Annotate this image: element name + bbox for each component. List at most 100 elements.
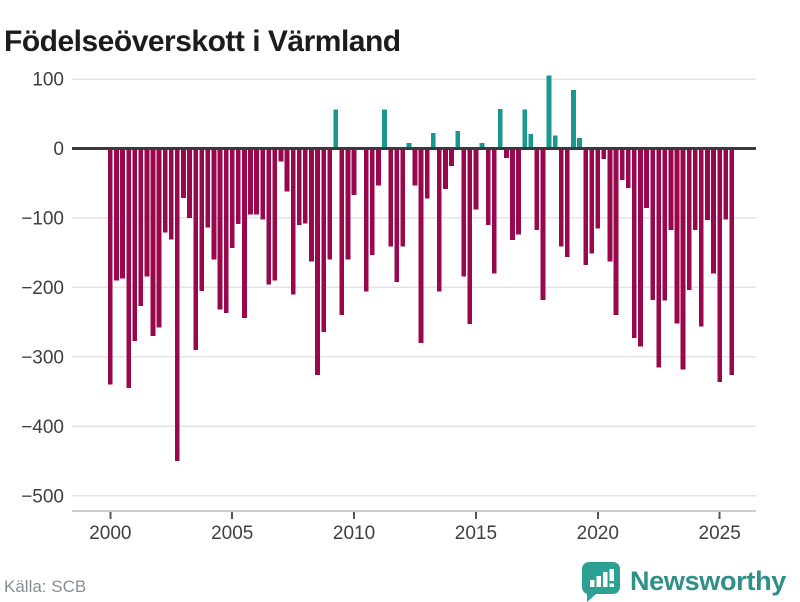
bar-2016Q3 bbox=[510, 148, 515, 241]
bar-2021Q2 bbox=[625, 148, 631, 189]
bar-2024Q3 bbox=[705, 148, 710, 221]
bar-2019Q4 bbox=[589, 148, 595, 254]
newsworthy-logo[interactable]: Newsworthy bbox=[581, 560, 786, 602]
bar-2001Q4 bbox=[150, 148, 156, 337]
bar-2000Q2 bbox=[114, 148, 119, 281]
bar-2004Q1 bbox=[205, 148, 211, 228]
bar-2003Q4 bbox=[199, 148, 205, 291]
bar-2008Q3 bbox=[315, 148, 320, 375]
bar-2008Q4 bbox=[321, 148, 326, 332]
bar-2015Q4 bbox=[491, 148, 497, 274]
bar-2014Q4 bbox=[467, 148, 473, 325]
x-axis-label: 2020 bbox=[577, 523, 619, 544]
bar-2018Q2 bbox=[552, 135, 558, 149]
bar-2012Q4 bbox=[418, 148, 424, 343]
bar-2016Q2 bbox=[504, 148, 509, 159]
bar-2005Q2 bbox=[235, 148, 241, 225]
bar-2015Q1 bbox=[473, 148, 479, 210]
bar-2017Q4 bbox=[540, 148, 546, 300]
bar-2017Q3 bbox=[534, 148, 540, 230]
bar-2011Q2 bbox=[382, 109, 387, 149]
bar-2019Q2 bbox=[577, 138, 582, 149]
bar-2003Q3 bbox=[193, 148, 198, 350]
bar-2002Q3 bbox=[168, 148, 174, 240]
bar-2003Q1 bbox=[181, 148, 186, 198]
bar-2023Q1 bbox=[668, 148, 674, 230]
y-axis-label: 100 bbox=[32, 70, 64, 91]
y-axis-label: −200 bbox=[21, 278, 64, 299]
bar-2025Q1 bbox=[717, 148, 722, 382]
y-axis-label: −100 bbox=[21, 209, 64, 230]
bar-2005Q4 bbox=[248, 148, 253, 215]
bar-2012Q2 bbox=[406, 142, 412, 149]
bar-2020Q3 bbox=[607, 148, 613, 262]
y-axis-label: −500 bbox=[21, 486, 64, 507]
bar-2009Q1 bbox=[327, 148, 333, 260]
bar-2021Q3 bbox=[632, 148, 637, 339]
bar-2014Q1 bbox=[449, 148, 454, 166]
bar-2018Q4 bbox=[564, 148, 570, 257]
bar-2004Q4 bbox=[223, 148, 229, 314]
bar-2022Q4 bbox=[662, 148, 668, 301]
bar-2009Q3 bbox=[339, 148, 345, 316]
bar-2020Q2 bbox=[601, 148, 607, 159]
bar-2017Q1 bbox=[522, 109, 528, 149]
bar-2025Q3 bbox=[729, 148, 735, 375]
bar-2019Q1 bbox=[571, 90, 576, 149]
bar-2022Q1 bbox=[644, 148, 649, 209]
bar-2014Q3 bbox=[461, 148, 467, 277]
bar-2001Q2 bbox=[138, 148, 144, 307]
bar-2005Q1 bbox=[229, 148, 235, 248]
bar-2021Q1 bbox=[619, 148, 625, 180]
x-axis-label: 2000 bbox=[89, 523, 131, 544]
bar-2002Q2 bbox=[162, 148, 168, 233]
bar-2012Q3 bbox=[412, 148, 418, 186]
bar-2020Q1 bbox=[595, 148, 601, 229]
bar-2004Q2 bbox=[211, 148, 217, 260]
bar-2000Q3 bbox=[120, 148, 125, 279]
bar-2023Q3 bbox=[680, 148, 686, 370]
bar-2023Q2 bbox=[674, 148, 680, 324]
bar-2003Q2 bbox=[187, 148, 192, 218]
bar-2001Q3 bbox=[144, 148, 150, 277]
bar-2014Q2 bbox=[455, 131, 460, 149]
bar-2013Q4 bbox=[443, 148, 448, 189]
bar-2022Q3 bbox=[656, 148, 662, 368]
bar-2016Q1 bbox=[497, 108, 503, 149]
bar-2006Q3 bbox=[266, 148, 272, 285]
bar-2025Q2 bbox=[723, 148, 729, 220]
source-note: Källa: SCB bbox=[4, 577, 87, 596]
bar-2011Q3 bbox=[388, 148, 393, 247]
bar-2018Q3 bbox=[558, 148, 564, 247]
bar-2020Q4 bbox=[613, 148, 619, 316]
bar-2007Q2 bbox=[284, 148, 290, 192]
bar-2013Q2 bbox=[430, 133, 436, 149]
y-axis-label: 0 bbox=[53, 139, 64, 160]
y-axis-label: −400 bbox=[21, 417, 64, 438]
bar-2010Q3 bbox=[363, 148, 369, 292]
bar-2011Q1 bbox=[376, 148, 381, 186]
bar-2023Q4 bbox=[686, 148, 692, 291]
bar-2009Q4 bbox=[345, 148, 351, 260]
bar-2006Q4 bbox=[272, 148, 278, 281]
bar-2021Q4 bbox=[638, 148, 643, 347]
page-title: Födelseöverskott i Värmland bbox=[4, 25, 401, 59]
bar-2015Q3 bbox=[485, 148, 491, 225]
bar-2018Q1 bbox=[546, 75, 552, 149]
bar-2010Q1 bbox=[351, 148, 357, 196]
bar-2005Q3 bbox=[242, 148, 247, 318]
bar-2002Q1 bbox=[156, 148, 162, 328]
bar-2024Q4 bbox=[711, 148, 716, 274]
bar-2000Q4 bbox=[126, 148, 131, 389]
bar-2016Q4 bbox=[516, 148, 521, 235]
bar-2015Q2 bbox=[479, 142, 485, 149]
bar-2001Q1 bbox=[132, 148, 138, 341]
y-axis-label: −300 bbox=[21, 348, 64, 369]
x-axis-label: 2025 bbox=[699, 523, 741, 544]
bar-2000Q1 bbox=[108, 148, 113, 385]
bar-2009Q2 bbox=[333, 109, 339, 149]
bar-2010Q4 bbox=[370, 148, 375, 255]
bar-2008Q1 bbox=[302, 148, 308, 224]
newsworthy-icon bbox=[581, 561, 621, 602]
